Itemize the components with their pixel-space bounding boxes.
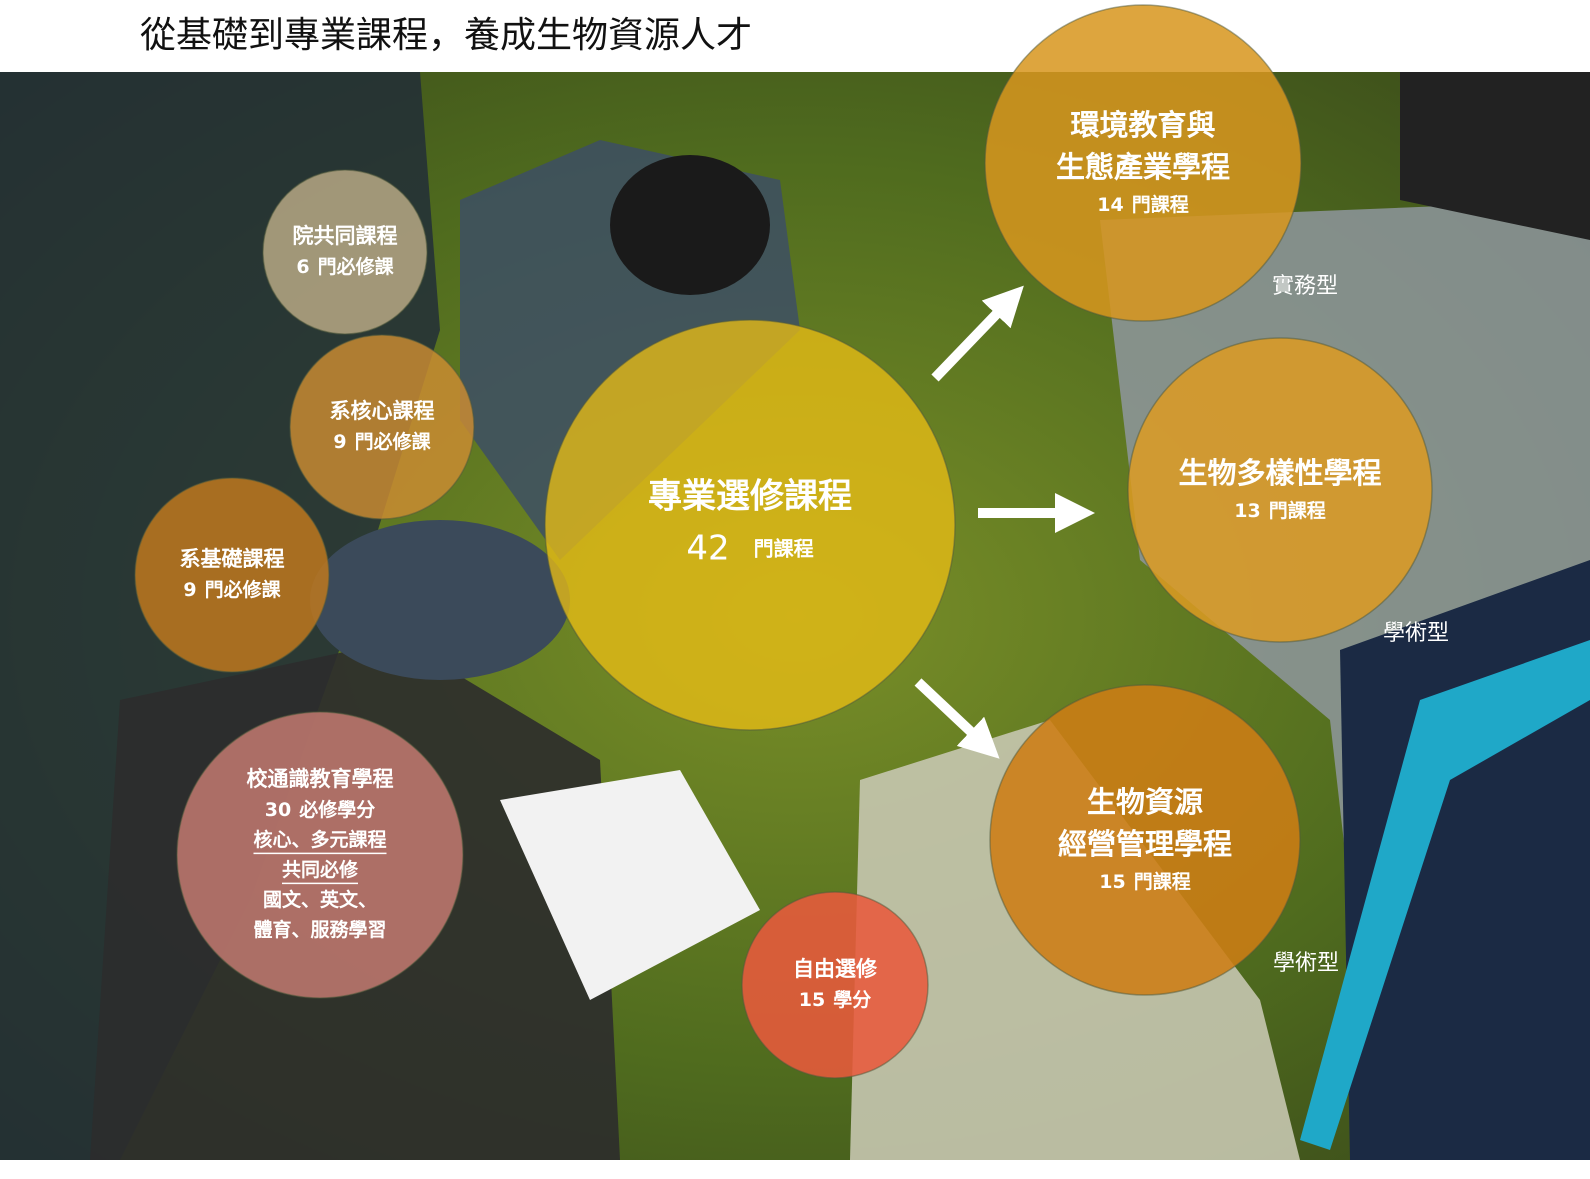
node-unit: 門必修課 xyxy=(205,578,282,601)
node-count: 9 xyxy=(333,431,346,453)
node-circle xyxy=(742,892,928,1078)
node-unit: 門必修課 xyxy=(318,255,395,278)
node-title: 生態產業學程 xyxy=(1056,150,1230,184)
node-count: 9 xyxy=(183,579,196,601)
node-subject: 國文、英文、 xyxy=(263,888,377,911)
track-label: 實務型 xyxy=(1272,274,1338,299)
node-count: 42 xyxy=(686,528,729,568)
node-circle xyxy=(177,712,463,998)
node-title: 自由選修 xyxy=(793,957,878,981)
node-title: 院共同課程 xyxy=(293,224,398,248)
node-title: 系基礎課程 xyxy=(180,547,285,571)
course-node: 院共同課程 6 門必修課 xyxy=(263,170,427,334)
node-count-line: 14 門課程 xyxy=(1097,193,1188,216)
diagram: 從基礎到專業課程，養成生物資源人才 院共同課程6門必修課系核心課程9門必修課系基… xyxy=(0,0,1590,1175)
node-circle xyxy=(290,335,474,519)
node-subject: 體育、服務學習 xyxy=(253,918,386,941)
node-unit: 門必修課 xyxy=(355,430,432,453)
node-title: 環境教育與 xyxy=(1070,108,1215,142)
node-unit: 學分 xyxy=(833,989,871,1011)
node-title: 經營管理學程 xyxy=(1058,827,1232,861)
node-count: 14 xyxy=(1097,194,1123,216)
node-count-line: 15 門課程 xyxy=(1099,870,1190,893)
node-unit: 門課程 xyxy=(1269,499,1326,522)
node-count: 6 xyxy=(296,256,309,278)
node-circle xyxy=(135,478,329,672)
course-node: 生物多樣性學程 13 門課程 xyxy=(1128,338,1432,642)
node-circle xyxy=(1128,338,1432,642)
node-title: 生物資源 xyxy=(1087,785,1203,819)
node-count: 30 xyxy=(265,799,291,821)
track-label: 學術型 xyxy=(1273,951,1339,976)
node-unit: 門課程 xyxy=(754,536,814,560)
course-node: 自由選修 15 學分 xyxy=(742,892,928,1078)
node-count: 15 xyxy=(1099,871,1125,893)
node-title: 生物多樣性學程 xyxy=(1178,456,1381,490)
node-count: 13 xyxy=(1234,500,1260,522)
node-count-line: 13 門課程 xyxy=(1234,499,1325,522)
track-label: 學術型 xyxy=(1383,621,1449,646)
node-unit: 門課程 xyxy=(1132,193,1189,216)
course-node: 專業選修課程 42 門課程 xyxy=(545,320,955,730)
node-count-line: 30 必修學分 xyxy=(265,798,375,821)
node-circle xyxy=(545,320,955,730)
course-node: 系基礎課程 9 門必修課 xyxy=(135,478,329,672)
node-note: 核心、多元課程 xyxy=(253,828,386,851)
node-unit: 門課程 xyxy=(1134,870,1191,893)
node-unit: 必修學分 xyxy=(298,798,375,821)
node-title: 專業選修課程 xyxy=(648,476,852,516)
node-circle xyxy=(263,170,427,334)
node-title: 系核心課程 xyxy=(330,399,435,423)
node-title: 校通識教育學程 xyxy=(247,767,394,791)
node-count-line: 15 學分 xyxy=(799,989,871,1011)
node-note: 共同必修 xyxy=(282,858,359,881)
node-count: 15 xyxy=(799,989,825,1011)
course-node: 系核心課程 9 門必修課 xyxy=(290,335,474,519)
page-title: 從基礎到專業課程，養成生物資源人才 xyxy=(140,15,752,56)
